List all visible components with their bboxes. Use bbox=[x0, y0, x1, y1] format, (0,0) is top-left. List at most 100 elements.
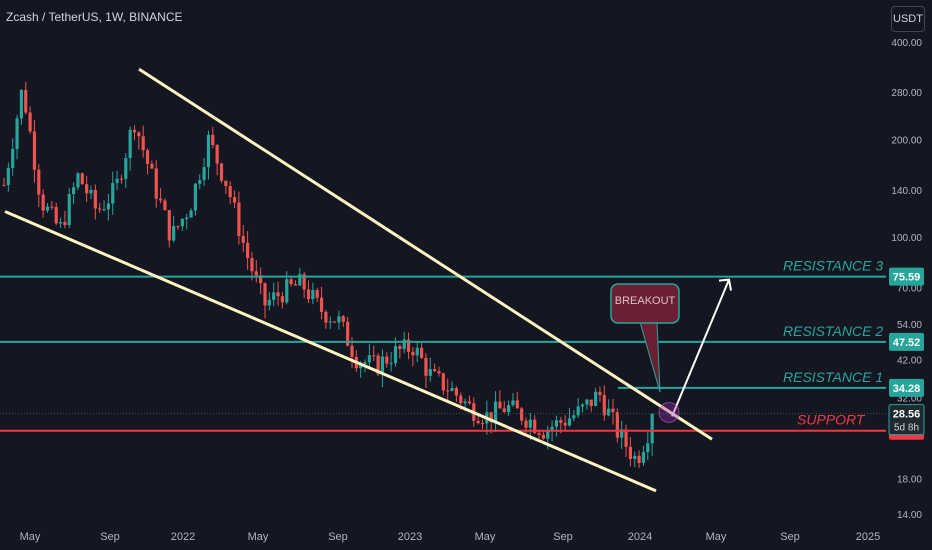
breakout-callout-box[interactable] bbox=[610, 283, 680, 324]
candle-body bbox=[232, 197, 237, 203]
candle-body bbox=[576, 406, 580, 416]
candle-body bbox=[341, 316, 345, 322]
x-tick-label: Sep bbox=[328, 531, 348, 543]
candle-body bbox=[624, 429, 628, 447]
candle-body bbox=[594, 391, 598, 407]
x-tick-label: May bbox=[475, 531, 496, 543]
candle-body bbox=[611, 408, 615, 413]
candle-body bbox=[580, 404, 585, 407]
y-tick-label: 100.00 bbox=[891, 233, 922, 244]
candle-body bbox=[415, 347, 419, 356]
time-axis[interactable]: May Sep 2022 May Sep 2023 May Sep 2024 May Sep 2025 bbox=[20, 531, 881, 543]
level-label: RESISTANCE 2 bbox=[783, 323, 883, 339]
candle-body bbox=[563, 422, 567, 426]
candle-body bbox=[515, 400, 519, 409]
candle-body bbox=[185, 217, 189, 219]
candle-body bbox=[167, 210, 171, 241]
candle-body bbox=[424, 357, 428, 376]
candle-body bbox=[446, 390, 450, 392]
candle-body bbox=[76, 173, 80, 188]
candle-body bbox=[615, 412, 619, 438]
candle-body bbox=[237, 202, 241, 236]
candle-body bbox=[128, 129, 132, 159]
y-tick-label: 18.00 bbox=[897, 475, 922, 486]
candle-body bbox=[50, 206, 54, 208]
candle-body bbox=[263, 283, 267, 306]
candle-body bbox=[150, 163, 154, 169]
upper-trendline[interactable] bbox=[138, 67, 713, 441]
y-tick-label: 32.00 bbox=[897, 394, 922, 405]
candle-body bbox=[420, 347, 424, 358]
candle-body bbox=[602, 394, 606, 416]
candle-body bbox=[293, 284, 298, 286]
plot-area[interactable]: BREAKOUT RESISTANCE 3 RESISTANCE 2 RESISTAN… bbox=[0, 67, 886, 493]
candle-body bbox=[372, 355, 376, 357]
price-badge-text: 75.59 bbox=[893, 272, 921, 284]
candle-body bbox=[607, 408, 611, 416]
breakout-callout-pointer bbox=[639, 321, 661, 393]
chart-title: Zcash / TetherUS, 1W, BINANCE bbox=[6, 10, 183, 24]
candle-body bbox=[507, 405, 511, 413]
candle-body bbox=[637, 455, 641, 464]
candle-body bbox=[454, 388, 458, 396]
candle-countdown: 5d 8h bbox=[894, 423, 919, 434]
candle-body bbox=[402, 339, 406, 350]
y-tick-label: 140.00 bbox=[891, 186, 922, 197]
candle-body bbox=[346, 321, 350, 346]
candle-body bbox=[620, 429, 624, 438]
candle-body bbox=[211, 134, 215, 146]
candle-body bbox=[254, 271, 258, 276]
candle-body bbox=[32, 131, 37, 170]
candle-body bbox=[198, 180, 202, 184]
price-axis[interactable]: 400.00 280.00 200.00 140.00 100.00 70.00 54.00… bbox=[886, 0, 932, 550]
x-tick-label: 2025 bbox=[856, 531, 880, 543]
candle-body bbox=[141, 136, 145, 151]
candle-body bbox=[441, 373, 445, 391]
candle-body bbox=[224, 180, 228, 187]
level-label: RESISTANCE 3 bbox=[783, 258, 883, 274]
candle-body bbox=[528, 419, 532, 428]
candle-body bbox=[11, 149, 15, 168]
candle-body bbox=[363, 362, 367, 365]
candle-body bbox=[559, 420, 563, 423]
y-tick-label: 200.00 bbox=[891, 136, 922, 147]
y-tick-label: 70.00 bbox=[897, 283, 922, 294]
candle-body bbox=[54, 206, 58, 224]
candle-body bbox=[289, 279, 293, 285]
candle-body bbox=[311, 290, 315, 300]
candle-body bbox=[511, 400, 515, 406]
candle-body bbox=[463, 401, 467, 404]
candle-body bbox=[411, 351, 415, 356]
candle-body bbox=[502, 408, 506, 413]
candle-body bbox=[267, 299, 271, 306]
candle-body bbox=[228, 186, 232, 198]
price-badge bbox=[889, 378, 924, 397]
candle-body bbox=[102, 209, 106, 211]
candle-body bbox=[250, 258, 254, 272]
candle-body bbox=[554, 420, 559, 427]
lower-trendline[interactable] bbox=[4, 210, 657, 493]
candle-body bbox=[241, 235, 245, 243]
last-price-badge bbox=[888, 404, 925, 436]
candle-body bbox=[489, 412, 493, 423]
candle-body bbox=[476, 420, 480, 424]
candle-body bbox=[437, 371, 441, 374]
candle-body bbox=[276, 292, 280, 297]
candle-body bbox=[585, 399, 589, 405]
candle-body bbox=[524, 420, 528, 428]
candle-body bbox=[541, 434, 545, 439]
candle-body bbox=[272, 292, 276, 300]
candle-body bbox=[219, 163, 224, 181]
candle-body bbox=[89, 189, 93, 194]
candle-body bbox=[641, 452, 646, 464]
breakout-label: BREAKOUT bbox=[615, 295, 676, 307]
candle-body bbox=[328, 321, 332, 323]
candle-body bbox=[119, 178, 124, 180]
candle-body bbox=[302, 274, 306, 290]
candle-body bbox=[246, 242, 250, 259]
currency-button[interactable]: USDT bbox=[891, 6, 925, 32]
candle-body bbox=[546, 429, 550, 439]
candle-body bbox=[206, 134, 211, 168]
y-tick-label: 14.00 bbox=[897, 510, 922, 521]
